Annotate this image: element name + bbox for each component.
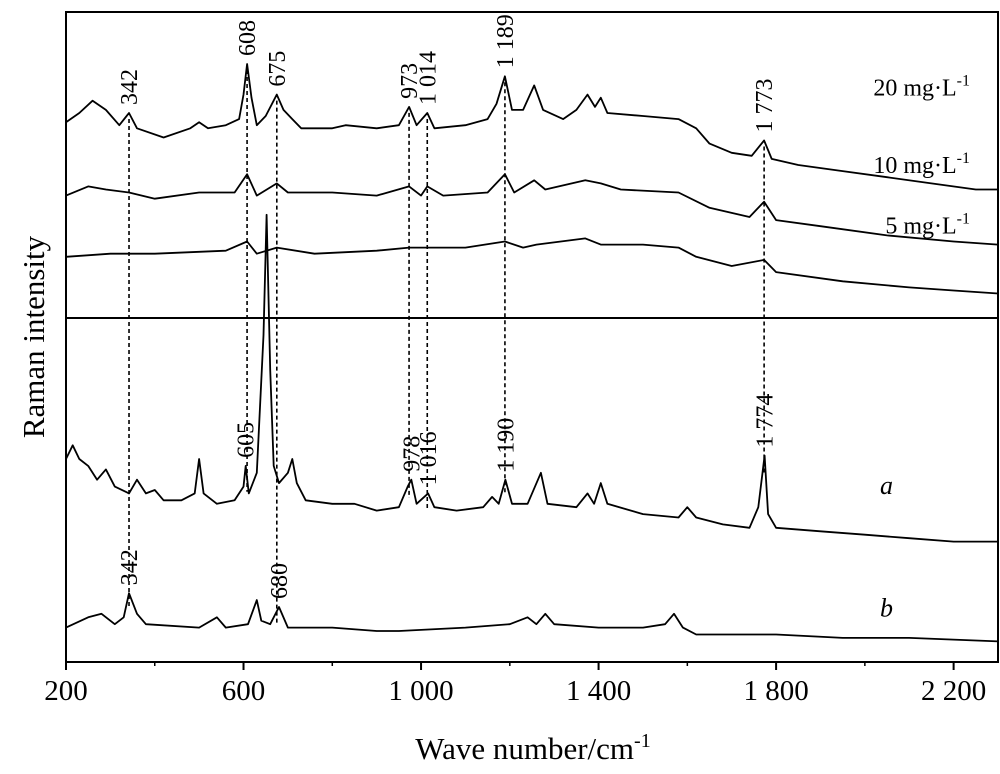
peak-label-13: 680	[267, 563, 293, 599]
peak-label-8: 978	[399, 436, 425, 472]
x-tick-label-600: 600	[222, 675, 266, 707]
panel-frame-upper	[65, 11, 999, 319]
x-tick-label-2200: 2 200	[921, 675, 986, 707]
peak-label-1: 608	[235, 20, 261, 56]
spectra-lines	[65, 63, 999, 643]
series-labels: 20 mg·L-1 10 mg·L-1 5 mg·L-1 a b	[873, 72, 970, 622]
peak-label-3: 973	[397, 63, 423, 99]
spectrum-line-b	[65, 592, 999, 643]
peak-label-11: 1 774	[753, 394, 779, 448]
spectrum-line-10-mg-l	[65, 173, 999, 246]
peak-label-6: 1 773	[752, 79, 778, 133]
peak-label-2: 675	[265, 51, 291, 87]
peak-label-9: 1 016	[416, 431, 442, 485]
x-axis-title: Wave number/cm-1	[415, 730, 650, 766]
series-label-10-mg-l: 10 mg·L-1	[873, 150, 970, 179]
peak-guide-lines	[128, 70, 765, 626]
peak-label-7: 605	[234, 422, 260, 458]
x-tick-label-200: 200	[44, 675, 88, 707]
x-tick-label-1000: 1 000	[388, 675, 453, 707]
peak-label-5: 1 189	[493, 14, 519, 68]
peak-label-12: 342	[117, 549, 143, 585]
spectrum-line-a	[65, 213, 998, 543]
panel-frame-lower	[65, 317, 999, 663]
series-label-a: a	[880, 471, 893, 500]
series-label-5-mg-l: 5 mg·L-1	[885, 211, 970, 240]
x-axis: 200 600 1 000 1 400 1 800 2 200	[44, 662, 986, 707]
plot-panels	[65, 11, 999, 663]
y-axis-title: Raman intensity	[16, 235, 51, 438]
x-tick-label-1800: 1 800	[743, 675, 808, 707]
series-label-b: b	[880, 593, 893, 622]
peak-label-4: 1 014	[415, 51, 441, 105]
x-axis-title-superscript: -1	[634, 730, 651, 752]
x-tick-label-1400: 1 400	[566, 675, 631, 707]
peak-label-10: 1 190	[493, 418, 519, 472]
spectrum-line-5-mg-l	[65, 237, 999, 295]
series-label-20-mg-l: 20 mg·L-1	[873, 72, 970, 101]
peak-label-0: 342	[117, 69, 143, 105]
spectrum-line-20-mg-l	[65, 63, 998, 191]
x-axis-title-text: Wave number/cm	[415, 731, 634, 766]
